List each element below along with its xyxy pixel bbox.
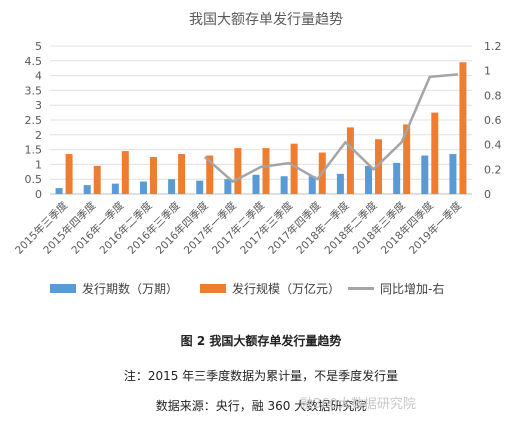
left-tick-label: 1.5 bbox=[25, 144, 43, 157]
bar bbox=[252, 174, 260, 194]
bar bbox=[65, 154, 73, 194]
right-tick-label: 0 bbox=[484, 188, 491, 201]
bar bbox=[149, 157, 157, 194]
left-tick-label: 2.5 bbox=[25, 114, 43, 127]
bar bbox=[375, 139, 383, 194]
right-tick-label: 0.4 bbox=[484, 139, 502, 152]
bar bbox=[308, 176, 316, 194]
legend-swatch bbox=[200, 284, 226, 293]
bar bbox=[55, 188, 63, 194]
bar bbox=[449, 154, 457, 194]
bar bbox=[280, 176, 288, 194]
bar bbox=[139, 181, 147, 194]
bars bbox=[55, 62, 467, 194]
bar bbox=[262, 148, 270, 194]
bar bbox=[83, 185, 91, 194]
yoy-line bbox=[203, 73, 459, 183]
note-text: 注：2015 年三季度数据为累计量，不是季度发行量 bbox=[123, 369, 399, 383]
bar bbox=[431, 112, 439, 194]
bar bbox=[421, 155, 429, 194]
left-tick-label: 5 bbox=[35, 40, 42, 53]
bar bbox=[93, 165, 101, 194]
x-axis: 2015年三季度2015年四季度2016年一季度2016年二季度2016年三季度… bbox=[12, 199, 464, 257]
bar bbox=[365, 165, 373, 194]
gridlines bbox=[50, 45, 472, 195]
bar bbox=[178, 154, 186, 194]
bar bbox=[111, 183, 119, 194]
right-tick-label: 1 bbox=[484, 65, 491, 78]
bar bbox=[393, 162, 401, 194]
legend-label: 发行规模（万亿元） bbox=[232, 281, 340, 296]
legend-swatch bbox=[50, 284, 76, 293]
right-tick-label: 0.8 bbox=[484, 89, 502, 102]
figure-caption: 图 2 我国大额存单发行量趋势 bbox=[180, 334, 342, 348]
left-tick-label: 3 bbox=[35, 99, 42, 112]
legend: 发行期数（万期） 发行规模（万亿元） 同比增加-右 bbox=[50, 281, 444, 296]
bar bbox=[290, 143, 298, 194]
bar bbox=[346, 127, 354, 194]
bar bbox=[403, 124, 411, 194]
left-tick-label: 1 bbox=[35, 158, 42, 171]
bar bbox=[121, 151, 129, 194]
watermark: 融360大数据研究院 bbox=[300, 397, 416, 412]
right-tick-label: 0.6 bbox=[484, 114, 502, 127]
bar bbox=[206, 155, 214, 194]
yoy-line-path bbox=[203, 73, 459, 183]
left-tick-label: 4.5 bbox=[25, 55, 43, 68]
legend-label: 发行期数（万期） bbox=[82, 281, 178, 296]
bar bbox=[336, 173, 344, 194]
bar bbox=[196, 180, 204, 194]
left-tick-label: 3.5 bbox=[25, 84, 43, 97]
bar bbox=[224, 179, 232, 194]
left-tick-label: 0.5 bbox=[25, 173, 43, 186]
bar bbox=[459, 62, 467, 194]
left-tick-label: 0 bbox=[35, 188, 42, 201]
left-tick-label: 4 bbox=[35, 70, 42, 83]
bar bbox=[168, 179, 176, 194]
chart-title: 我国大额存单发行量趋势 bbox=[189, 12, 343, 28]
bar bbox=[234, 148, 242, 194]
right-axis: 0 0.2 0.4 0.6 0.8 1 1.2 bbox=[484, 40, 502, 201]
left-tick-label: 2 bbox=[35, 129, 42, 142]
left-axis: 0 0.5 11.5 2 2.5 3 3.54 4.5 5 bbox=[25, 40, 43, 201]
legend-label: 同比增加-右 bbox=[380, 281, 444, 296]
right-tick-label: 0.2 bbox=[484, 163, 502, 176]
right-tick-label: 1.2 bbox=[484, 40, 502, 53]
source-text: 数据来源：央行，融 360 大数据研究院 bbox=[155, 399, 367, 413]
chart: 我国大额存单发行量趋势 00.511.522.533.544.55 00.20.… bbox=[12, 12, 502, 296]
